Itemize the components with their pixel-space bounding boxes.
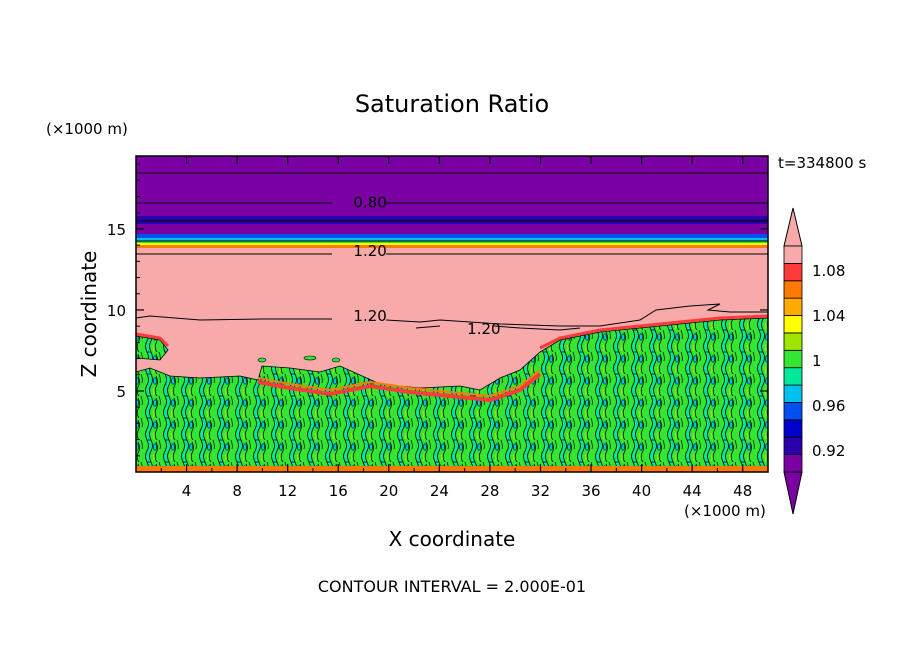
contour-label: 1.20 [353, 307, 386, 325]
contour-blob [331, 357, 341, 363]
contour-line [415, 325, 581, 331]
colorbar: 1.08 1.04 1 0.96 0.92 [783, 207, 845, 515]
colorbar-segment [783, 402, 803, 421]
colorbar-segment [783, 349, 803, 369]
dry-band [136, 216, 768, 224]
fringe [136, 332, 170, 348]
x-tick-label: 32 [531, 482, 550, 500]
fringe [257, 372, 542, 403]
transition-band [136, 245, 768, 248]
colorbar-segment [783, 367, 803, 386]
colorbar-tick-label: 0.96 [812, 397, 845, 415]
colorbar-segment [783, 419, 803, 438]
colorbar-tick-label: 0.92 [812, 442, 845, 460]
colorbar-tick-label: 1.04 [812, 307, 845, 325]
x-tick-label: 40 [632, 482, 651, 500]
colorbar-segment [783, 315, 803, 334]
x-tick-label: 20 [379, 482, 398, 500]
contour-line [385, 303, 768, 327]
time-label: t=334800 s [778, 154, 866, 172]
colorbar-segment [783, 384, 803, 403]
transition-band [136, 241, 768, 243]
y-tick-label: 10 [107, 302, 126, 320]
contour-labels: 0.80 1.20 1.20 1.20 [353, 193, 500, 337]
fringe [539, 314, 768, 350]
colorbar-extend-top [783, 207, 803, 247]
transition-band [136, 238, 768, 241]
y-axis: 5 10 15 [107, 163, 768, 457]
fringe [257, 369, 541, 398]
x-tick-label: 16 [329, 482, 348, 500]
dry-band [136, 156, 768, 216]
x-tick-label: 8 [232, 482, 242, 500]
contour-blob [303, 355, 317, 361]
x-tick-label: 48 [733, 482, 752, 500]
colorbar-segment [783, 297, 803, 316]
contour-interval-note: CONTOUR INTERVAL = 2.000E-01 [318, 577, 586, 596]
colorbar-segment [783, 245, 803, 264]
colorbar-tick-label: 1.08 [812, 262, 845, 280]
x-tick-label: 36 [581, 482, 600, 500]
colorbar-segment [783, 332, 803, 351]
contour-line [136, 315, 332, 321]
transition-band [136, 234, 768, 238]
colorbar-tick-label: 1 [812, 352, 822, 370]
colorbar-segment [783, 454, 803, 473]
y-tick-label: 15 [107, 221, 126, 239]
colorbar-segment [783, 262, 803, 282]
contour-blob [257, 357, 267, 363]
x-tick-label: 12 [278, 482, 297, 500]
x-tick-label: 4 [182, 482, 192, 500]
bottom-fringe [136, 466, 768, 472]
plot-area [136, 156, 768, 472]
x-unit-label: (×1000 m) [684, 502, 766, 520]
contour-label: 0.80 [353, 193, 386, 211]
colorbar-segment [783, 280, 803, 299]
y-axis-title: Z coordinate [77, 251, 101, 378]
x-tick-label: 28 [480, 482, 499, 500]
contour-label: 1.20 [467, 320, 500, 338]
transition-band [136, 243, 768, 245]
x-tick-label: 24 [430, 482, 449, 500]
x-axis-title: X coordinate [389, 527, 516, 551]
y-tick-label: 5 [116, 383, 126, 401]
y-unit-label: (×1000 m) [46, 120, 128, 138]
turbulent-layer [136, 335, 169, 361]
x-axis: 4 8 12 16 20 24 28 32 36 40 44 48 [160, 156, 752, 500]
colorbar-extend-bottom [783, 471, 803, 515]
plot-frame [135, 155, 769, 473]
contour-label: 1.20 [353, 242, 386, 260]
chart-title: Saturation Ratio [355, 90, 549, 118]
colorbar-segment [783, 436, 803, 456]
x-tick-label: 44 [683, 482, 702, 500]
dry-band [136, 224, 768, 234]
